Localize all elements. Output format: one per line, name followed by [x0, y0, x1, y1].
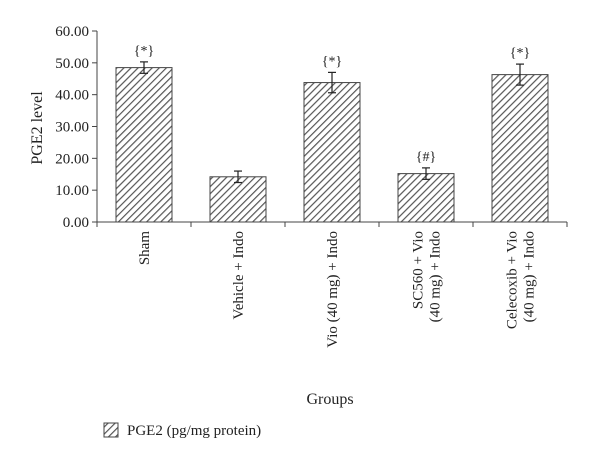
- y-tick-label: 20.00: [55, 151, 89, 167]
- bar: [303, 82, 361, 223]
- x-category-label: Vehicle + Indo: [231, 231, 247, 319]
- labels: 0.00 10.00 20.00 30.00 40.00 50.00 60.00 {*} Sha…: [55, 24, 537, 348]
- x-category-label: Celecoxib + Vio: [505, 231, 521, 329]
- y-tick-label: 60.00: [55, 24, 89, 40]
- x-axis-title: Groups: [306, 391, 353, 408]
- x-category-label: Vio (40 mg) + Indo: [325, 231, 341, 348]
- x-category-label: SC560 + Vio: [411, 231, 427, 309]
- bars: [115, 61, 549, 223]
- legend: PGE2 (pg/mg protein): [103, 422, 261, 439]
- x-category-label: (40 mg) + Indo: [522, 231, 538, 322]
- bar: [209, 176, 267, 223]
- significance-label: {#}: [416, 150, 436, 165]
- significance-label: {*}: [322, 54, 342, 69]
- significance-label: {*}: [510, 46, 530, 61]
- x-category-label: Sham: [137, 231, 153, 266]
- y-tick-label: 10.00: [55, 183, 89, 199]
- significance-label: {*}: [134, 44, 154, 59]
- y-tick-label: 30.00: [55, 120, 89, 136]
- x-category-label: (40 mg) + Indo: [428, 231, 444, 322]
- bar: [397, 173, 455, 223]
- y-tick-label: 40.00: [55, 88, 89, 104]
- bar: [115, 67, 173, 223]
- y-tick-label: 50.00: [55, 56, 89, 72]
- bar: [491, 74, 549, 223]
- legend-label: PGE2 (pg/mg protein): [127, 423, 261, 439]
- y-axis-title: PGE2 level: [29, 91, 46, 165]
- legend-swatch: [103, 422, 119, 438]
- y-tick-label: 0.00: [63, 215, 89, 231]
